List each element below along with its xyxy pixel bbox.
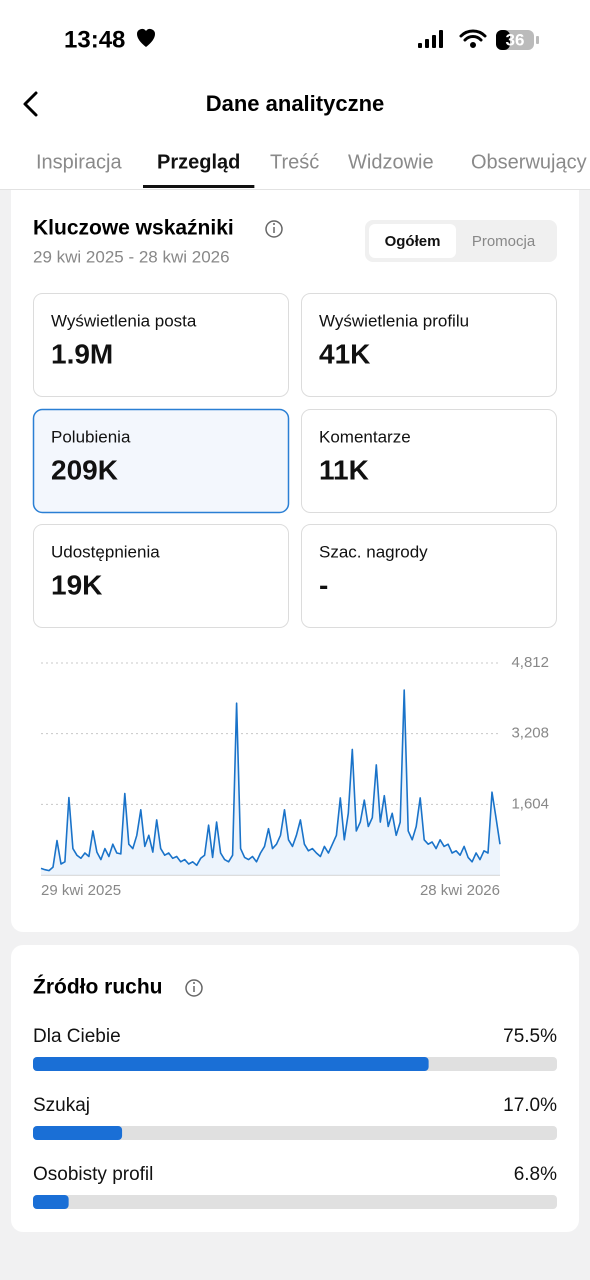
wifi-icon [459, 29, 487, 48]
tab[interactable]: Inspiracja [36, 151, 122, 173]
section-title: Źródło ruchu [33, 976, 163, 999]
x-tick-label: 29 kwi 2025 [41, 882, 121, 899]
battery-level [496, 30, 510, 50]
traffic-card [11, 945, 579, 1232]
toggle-option[interactable]: Ogółem [385, 233, 441, 250]
signal-icon [418, 30, 443, 48]
tab-bar: Inspiracja Przegląd Treść Widzowie Obserwują… [36, 151, 587, 188]
metric-label: Wyświetlenia profilu [319, 311, 469, 330]
metric-value: 1.9M [51, 338, 113, 369]
metric-card[interactable] [33, 524, 289, 628]
battery-tip [536, 36, 539, 44]
source-label: Dla Ciebie [33, 1026, 121, 1047]
toggle-active [369, 224, 456, 258]
metric-card[interactable] [301, 524, 557, 628]
line [40, 689, 501, 872]
metric-card[interactable] [32, 408, 290, 514]
bar [33, 1057, 429, 1071]
battery-text: 36 [506, 30, 525, 49]
metric-value: 11K [319, 454, 369, 485]
source-label: Osobisty profil [33, 1164, 153, 1185]
metric-card[interactable] [301, 293, 557, 397]
y-tick-label: 1,604 [511, 795, 549, 812]
tab[interactable]: Widzowie [348, 151, 434, 173]
metric-value: 19K [51, 569, 102, 600]
source-value: 17.0% [503, 1095, 557, 1116]
metric-value: 41K [319, 338, 370, 369]
x-tick-label: 28 kwi 2026 [420, 882, 500, 899]
metric-label: Szac. nagrody [319, 542, 428, 561]
tab[interactable]: Przegląd [157, 151, 240, 173]
info-icon[interactable] [265, 220, 283, 238]
metric-value: - [319, 569, 328, 600]
source-value: 6.8% [514, 1164, 557, 1185]
metric-label: Komentarze [319, 427, 411, 446]
metric-card[interactable] [301, 409, 557, 513]
metric-label: Udostępnienia [51, 542, 160, 561]
top-bar [0, 0, 590, 190]
source-value: 75.5% [503, 1026, 557, 1047]
metric-label: Polubienia [51, 427, 131, 446]
info-icon[interactable] [185, 979, 203, 997]
status-time: 13:48 [64, 26, 125, 53]
metric-card[interactable] [33, 293, 289, 397]
section-title: Kluczowe wskaźniki [33, 217, 234, 240]
bar [33, 1195, 69, 1209]
metric-value: 209K [51, 454, 118, 485]
y-tick-label: 4,812 [511, 654, 549, 671]
toggle-option[interactable]: Promocja [472, 233, 536, 250]
source-label: Szukaj [33, 1095, 90, 1116]
date-range: 29 kwi 2025 - 28 kwi 2026 [33, 247, 230, 266]
back-button[interactable] [23, 91, 38, 117]
bar-track [33, 1126, 557, 1140]
tab[interactable]: Treść [270, 151, 319, 173]
tab[interactable]: Obserwujący [471, 151, 587, 173]
heart-icon [137, 28, 155, 47]
metric-label: Wyświetlenia posta [51, 311, 197, 330]
bar [33, 1126, 123, 1140]
tab-indicator [143, 185, 255, 188]
y-tick-label: 3,208 [511, 725, 549, 742]
header-title: Dane analityczne [206, 91, 385, 116]
bar-track [33, 1195, 557, 1209]
